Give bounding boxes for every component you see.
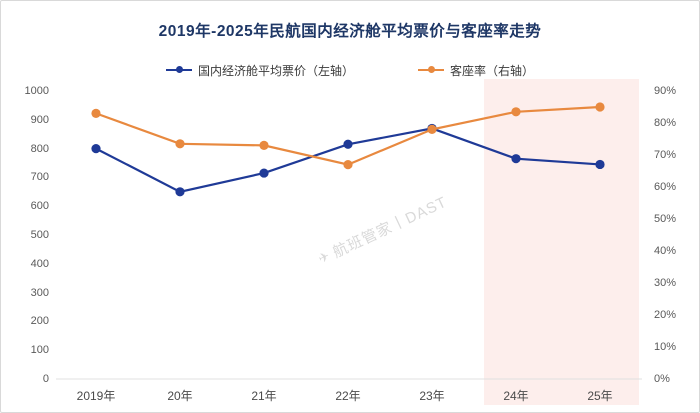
left-axis-tick: 100 [30,344,49,357]
right-axis-tick: 60% [654,181,677,193]
data-point[interactable] [259,140,269,150]
chart-title: 2019年-2025年民航国内经济舱平均票价与客座率走势 [158,23,542,40]
right-axis-tick: 40% [654,245,677,257]
right-axis-tick: 50% [654,213,677,225]
data-point[interactable] [343,160,353,170]
left-axis-tick: 800 [30,142,49,155]
data-point[interactable] [175,139,185,149]
data-point[interactable] [595,102,605,112]
left-axis-tick: 0 [42,373,49,385]
legend-item-load-factor[interactable]: 客座率（右轴） [418,62,534,79]
right-axis-tick: 30% [654,277,677,289]
left-axis-tick: 900 [30,113,49,126]
right-axis-tick: 0% [654,373,670,385]
data-point[interactable] [427,124,437,134]
x-axis-label: 21年 [251,389,277,403]
left-axis-tick: 500 [30,229,49,241]
x-axis-label: 25年 [587,389,613,403]
series-line-load-factor [95,105,601,166]
legend-item-price[interactable]: 国内经济舱平均票价（左轴） [165,62,354,79]
x-axis-label: 2019年 [76,389,116,403]
right-axis-tick: 10% [654,341,677,353]
data-point[interactable] [511,154,521,164]
left-axis-tick: 200 [30,315,49,328]
data-point[interactable] [511,107,521,117]
legend: 国内经济舱平均票价（左轴） 客座率（右轴） [1,61,699,79]
data-point[interactable] [91,144,101,154]
x-axis-label: 20年 [167,389,193,403]
data-point[interactable] [595,159,605,170]
right-axis-tick: 90% [654,85,677,97]
left-axis-tick: 700 [30,171,49,184]
data-point[interactable] [259,168,269,178]
legend-label-load-factor: 客座率（右轴） [450,63,535,78]
x-axis-label: 24年 [503,389,529,403]
left-axis-tick: 1000 [24,85,49,97]
data-point[interactable] [175,187,185,197]
data-point[interactable] [343,139,353,149]
line-dot-marker-icon [165,65,192,75]
left-axis-tick: 400 [30,257,49,270]
x-axis-label: 22年 [335,389,361,403]
line-dot-marker-icon [418,65,444,75]
forecast-highlight-band [484,79,639,405]
left-axis-tick: 300 [30,286,49,299]
legend-label-price: 国内经济舱平均票价（左轴） [197,63,354,78]
right-axis-tick: 20% [654,309,677,321]
left-axis-tick: 600 [30,200,49,213]
data-point[interactable] [91,108,101,118]
x-axis-label: 23年 [419,389,445,403]
right-axis-tick: 70% [654,149,677,161]
right-axis-tick: 80% [654,117,677,129]
